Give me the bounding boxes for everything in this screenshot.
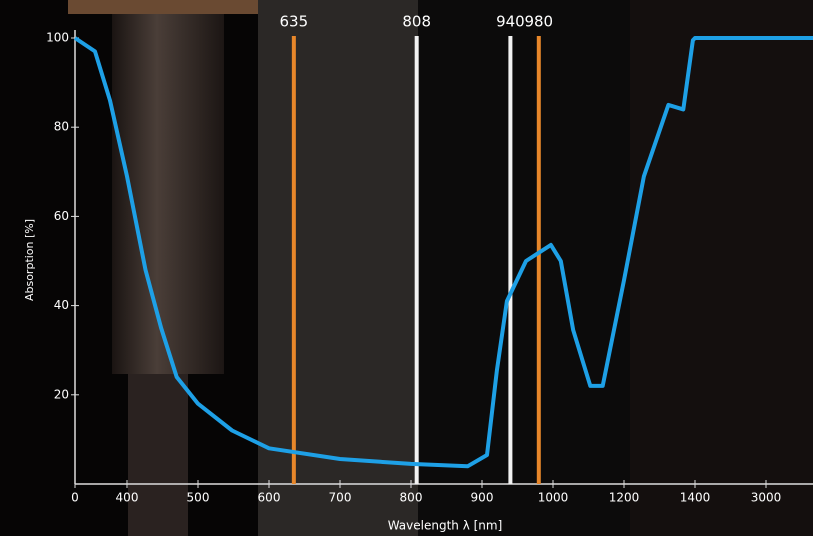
marker-label: 808 — [402, 13, 431, 31]
x-tick-label: 800 — [400, 491, 423, 505]
x-tick-label: 3000 — [751, 491, 782, 505]
y-axis-title: Absorption [%] — [23, 219, 36, 301]
marker-label: 940 — [496, 13, 525, 31]
y-tick-label: 60 — [54, 209, 69, 223]
x-tick-label: 1000 — [538, 491, 569, 505]
photo-panel — [258, 0, 418, 536]
x-tick-label: 400 — [116, 491, 139, 505]
photo-panel — [630, 0, 813, 536]
x-tick-label: 1200 — [609, 491, 640, 505]
photo-screw — [128, 374, 188, 536]
photo-block — [68, 0, 258, 14]
marker-label: 980 — [524, 13, 553, 31]
x-tick-label: 500 — [187, 491, 210, 505]
y-tick-label: 100 — [46, 31, 69, 45]
x-tick-label: 700 — [329, 491, 352, 505]
data-line — [73, 36, 813, 469]
x-tick-label: 0 — [71, 491, 79, 505]
y-tick-label: 80 — [54, 120, 69, 134]
y-tick-label: 20 — [54, 387, 69, 401]
x-tick-label: 600 — [258, 491, 281, 505]
x-axis-title: Wavelength λ [nm] — [388, 519, 503, 533]
y-tick-label: 40 — [54, 298, 69, 312]
marker-label: 635 — [280, 13, 309, 31]
x-tick-label: 1400 — [680, 491, 711, 505]
x-tick-label: 900 — [471, 491, 494, 505]
